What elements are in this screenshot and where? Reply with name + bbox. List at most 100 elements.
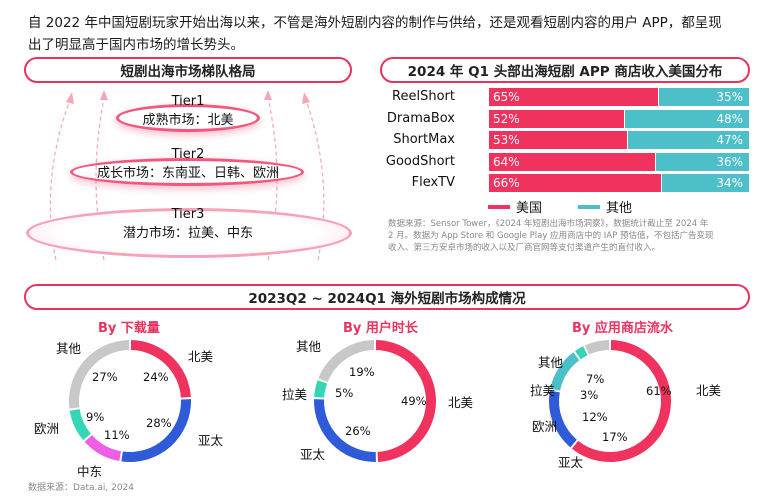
bar-us	[489, 174, 661, 192]
d3-pct-other: 7%	[586, 372, 605, 386]
legend-other: 其他	[578, 197, 632, 216]
bar-row: FlexTV 66% 34%	[383, 174, 749, 192]
d1-label-other: 其他	[56, 341, 82, 356]
bar-us	[489, 131, 627, 149]
tier3-ellipse	[26, 208, 352, 258]
bars-title-text: 2024 年 Q1 头部出海短剧 APP 商店收入美国分布	[407, 64, 723, 80]
tier-line-4	[305, 99, 325, 261]
d2-pct-other: 19%	[349, 365, 375, 379]
bar-track: 66% 34%	[489, 174, 749, 192]
d3-pct-na: 61%	[646, 384, 672, 398]
legend-us-swatch	[488, 204, 510, 209]
donut-2-slice-4	[584, 340, 610, 355]
d3-pct-eu: 12%	[582, 410, 608, 424]
bar-us-value: 64%	[493, 154, 520, 169]
d3-label-eu: 欧洲	[532, 419, 558, 434]
d2-pct-apac: 26%	[345, 424, 371, 438]
donut-2-title: By 用户时长	[343, 321, 418, 336]
d3-label-latam: 拉美	[530, 383, 556, 398]
bar-category-label: FlexTV	[411, 175, 455, 190]
d1-label-eu: 欧洲	[34, 421, 60, 436]
bars-source-line-3: 收入、第三方安卓市场的收入以及厂商官网等支付渠道产生的直付收入。	[388, 243, 661, 253]
section-title: 2023Q2 ~ 2024Q1 海外短剧市场构成情况	[24, 284, 750, 310]
bar-category-label: DramaBox	[386, 110, 455, 126]
bar-track: 53% 47%	[489, 131, 749, 149]
d3-label-na: 北美	[696, 383, 722, 398]
bar-us	[489, 109, 625, 128]
d3-label-apac: 亚太	[558, 455, 584, 470]
intro-line-2: 出了明显高于国内市场的增长势头。	[28, 37, 244, 53]
bars-source-line-1: 数据来源：Sensor Tower，《2024 年短剧出海市场洞察》，数据统计截…	[388, 219, 709, 229]
bar-category-label: ReelShort	[392, 89, 455, 104]
tier2-label: Tier2	[171, 147, 205, 162]
tier2-text: Tier2 成长市场：东南亚、日韩、欧洲	[28, 145, 348, 183]
tier3-label: Tier3	[171, 207, 205, 222]
bar-track: 64% 36%	[489, 152, 749, 171]
tiers-title: 短剧出海市场梯队格局	[24, 57, 352, 83]
legend-us: 美国	[488, 197, 542, 216]
bar-track: 52% 48%	[489, 109, 749, 128]
bars-source-line-2: 2 月。数据为 App Store 和 Google Play 应用商店中的 I…	[388, 231, 714, 241]
bar-us-value: 66%	[493, 176, 520, 190]
bar-other-value: 47%	[716, 133, 743, 147]
donut-1-slice-1	[314, 399, 376, 462]
bar-track: 65% 35%	[489, 88, 749, 106]
tier1-ellipse	[116, 104, 260, 132]
bar-other-value: 35%	[716, 90, 743, 104]
tier3-desc: 潜力市场：拉美、中东	[122, 226, 253, 241]
d1-label-apac: 亚太	[198, 433, 224, 448]
bar-other	[625, 109, 749, 128]
d1-pct-apac: 28%	[146, 416, 172, 430]
intro-line-1: 自 2022 年中国短剧玩家开始出海以来，不管是海外短剧内容的制作与供给，还是观…	[28, 15, 722, 31]
bar-row: ShortMax 53% 47%	[383, 131, 749, 149]
bar-row: GoodShort 64% 36%	[383, 152, 749, 171]
legend-other-label: 其他	[606, 201, 633, 216]
bar-other-value: 36%	[716, 154, 743, 169]
donut-1-title: By 下载量	[98, 321, 160, 336]
donut-3-title: By 应用商店流水	[572, 321, 673, 336]
donut-2-slice-1	[549, 390, 577, 448]
d1-pct-me: 11%	[104, 428, 130, 442]
d3-label-other: 其他	[538, 355, 564, 370]
donut-0-slice-0	[130, 340, 191, 398]
tiers-title-text: 短剧出海市场梯队格局	[120, 64, 256, 80]
tier2-ellipse	[70, 158, 304, 186]
tier-line-2	[49, 99, 71, 261]
donut-0-slice-2	[84, 435, 122, 462]
intro-text: 自 2022 年中国短剧玩家开始出海以来，不管是海外短剧内容的制作与供给，还是观…	[28, 12, 748, 56]
bar-other-value: 34%	[716, 176, 743, 190]
tier1-desc: 成熟市场：北美	[142, 113, 234, 128]
donut-0-slice-3	[69, 409, 91, 441]
d1-pct-other: 27%	[92, 370, 118, 384]
arrow-up-icon	[302, 92, 310, 104]
bar-category-label: GoodShort	[385, 153, 455, 169]
d1-label-na: 北美	[188, 349, 214, 364]
bars-title: 2024 年 Q1 头部出海短剧 APP 商店收入美国分布	[380, 57, 750, 83]
donut-1-slice-2	[314, 380, 328, 398]
arrow-up-icon	[264, 90, 272, 100]
donut-2-slice-0	[571, 340, 671, 462]
d3-pct-latam: 3%	[580, 388, 599, 402]
bar-us-value: 52%	[493, 111, 520, 126]
d2-label-other: 其他	[296, 339, 322, 354]
donut-2-slice-2	[550, 352, 580, 391]
bar-us-value: 53%	[493, 133, 520, 147]
d3-pct-apac: 17%	[602, 430, 628, 444]
d2-pct-latam: 5%	[335, 386, 354, 400]
arrow-up-icon	[66, 92, 74, 104]
donut-1-slice-0	[375, 340, 437, 462]
bar-us-value: 65%	[493, 90, 520, 104]
bar-other	[661, 174, 749, 192]
donut-0-slice-4	[69, 340, 130, 409]
tier1-label: Tier1	[171, 94, 205, 109]
tier1-text: Tier1 成熟市场：北美	[28, 92, 348, 130]
d1-pct-eu: 9%	[86, 410, 105, 424]
footer-source: 数据来源：Data.ai, 2024	[28, 483, 134, 493]
donut-1-slice-3	[318, 340, 375, 382]
d2-label-apac: 亚太	[300, 447, 326, 462]
bar-category-label: ShortMax	[393, 132, 455, 147]
d1-pct-na: 24%	[143, 370, 169, 384]
bar-row: DramaBox 52% 48%	[383, 109, 749, 128]
bar-other	[656, 152, 749, 171]
section-title-text: 2023Q2 ~ 2024Q1 海外短剧市场构成情况	[248, 291, 526, 307]
